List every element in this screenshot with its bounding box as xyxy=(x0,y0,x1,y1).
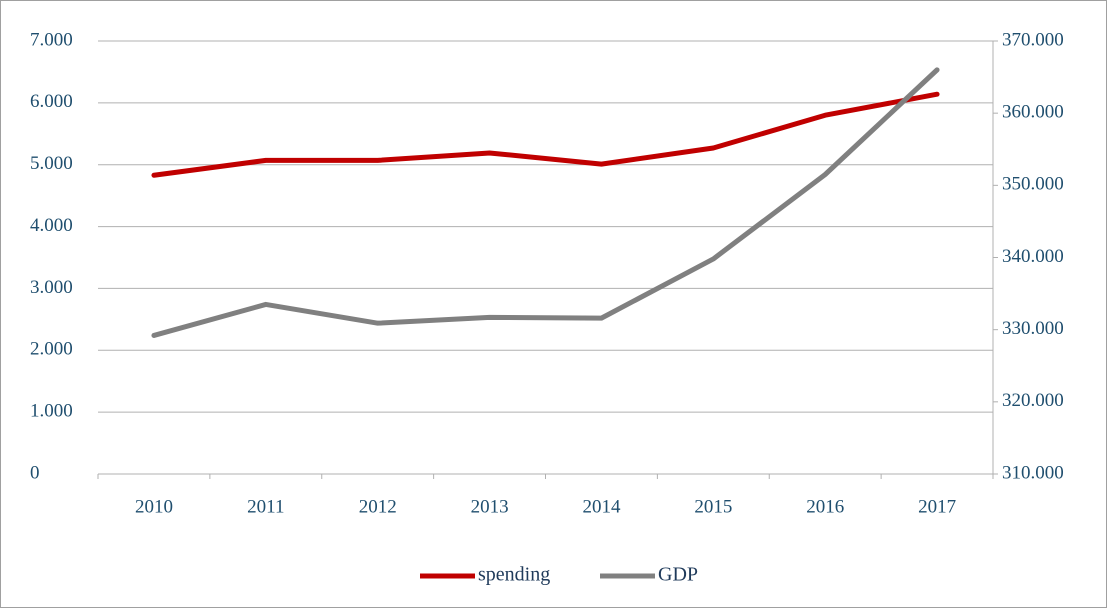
line-series xyxy=(151,91,940,178)
y2-tick-label: 340.000 xyxy=(1002,246,1064,267)
legend-text: spending xyxy=(478,564,550,586)
y2-tick-label: 310.000 xyxy=(1002,462,1064,483)
legend-text: GDP xyxy=(658,564,698,586)
x-tick-label: 2012 xyxy=(359,496,397,517)
y-tick-label: 7.000 xyxy=(30,29,73,50)
x-tick-label: 2013 xyxy=(471,496,509,517)
y-tick-label: 3.000 xyxy=(30,277,73,298)
y2-tick-label: 330.000 xyxy=(1002,318,1064,339)
y-tick-label: 5.000 xyxy=(30,153,73,174)
x-tick-label: 2015 xyxy=(694,496,732,517)
y-tick-label: 4.000 xyxy=(30,215,73,236)
y2-tick-label: 350.000 xyxy=(1002,174,1064,195)
y-tick-label: 1.000 xyxy=(30,401,73,422)
y-tick-label: 6.000 xyxy=(30,91,73,112)
x-tick-label: 2016 xyxy=(806,496,844,517)
y2-tick-label: 360.000 xyxy=(1002,102,1064,123)
x-tick-label: 2017 xyxy=(918,496,956,517)
x-tick-label: 2010 xyxy=(135,496,173,517)
y2-tick-label: 320.000 xyxy=(1002,390,1064,411)
x-tick-label: 2014 xyxy=(582,496,621,517)
line-series xyxy=(151,67,940,338)
x-tick-label: 2011 xyxy=(247,496,284,517)
y-tick-label: 2.000 xyxy=(30,339,73,360)
y-tick-label: 0 xyxy=(30,462,40,483)
y2-tick-label: 370.000 xyxy=(1002,29,1064,50)
